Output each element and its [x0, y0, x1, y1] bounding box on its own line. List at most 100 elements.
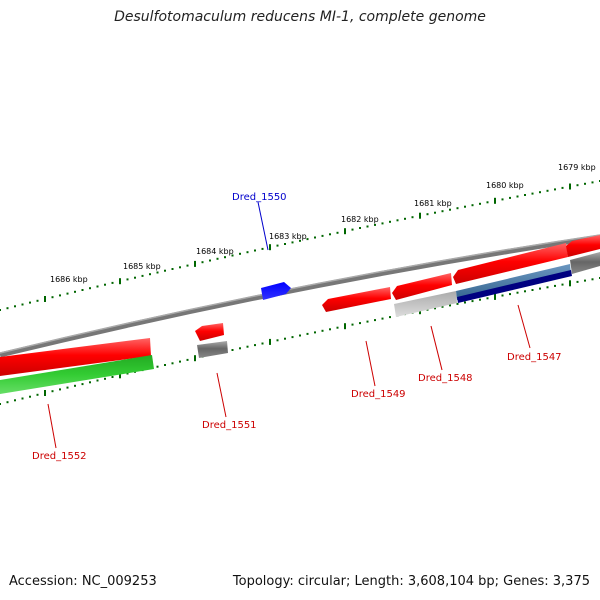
minor-tick	[411, 216, 414, 219]
minor-tick	[516, 291, 519, 294]
minor-tick	[426, 213, 429, 216]
gene-forward-dred-1548[interactable]	[392, 273, 452, 300]
minor-tick	[164, 269, 166, 272]
minor-tick	[186, 358, 189, 361]
minor-tick	[539, 287, 541, 290]
minor-tick	[21, 303, 24, 306]
minor-tick	[464, 205, 466, 208]
minor-tick	[6, 307, 9, 310]
minor-tick	[374, 223, 376, 226]
minor-tick	[239, 347, 241, 350]
minor-tick	[531, 289, 534, 291]
scale-label: 1682 kbp	[341, 215, 379, 224]
minor-tick	[246, 251, 249, 254]
minor-tick	[104, 377, 106, 380]
minor-tick	[261, 342, 264, 345]
gene-reverse-grey-small[interactable]	[197, 341, 228, 358]
leader-dred-1549	[365, 340, 376, 387]
leader-dred-1548	[430, 325, 443, 371]
minor-tick	[134, 276, 136, 279]
gene-labels: Dred_1550 Dred_1547 Dred_1548 Dred_1549 …	[32, 192, 562, 462]
minor-tick	[29, 395, 31, 398]
minor-tick	[66, 292, 69, 295]
major-tick	[44, 390, 46, 396]
gene-reverse-light[interactable]	[394, 291, 457, 317]
major-tick	[569, 183, 571, 190]
gene-reverse-green[interactable]	[0, 355, 154, 394]
leader-dred-1550	[257, 201, 269, 251]
gene-forward-dred-1552[interactable]	[0, 338, 151, 376]
label-dred-1548[interactable]: Dred_1548	[418, 373, 473, 384]
label-dred-1547[interactable]: Dred_1547	[507, 352, 562, 363]
minor-tick	[389, 220, 391, 223]
minor-tick	[231, 254, 234, 257]
gene-reverse-navy[interactable]	[457, 270, 572, 303]
minor-tick	[209, 259, 211, 262]
minor-tick	[14, 305, 16, 308]
minor-tick	[591, 278, 594, 281]
minor-tick	[111, 281, 114, 284]
scale-label: 1679 kbp	[558, 163, 596, 172]
major-tick	[119, 372, 121, 379]
minor-tick	[479, 202, 481, 205]
minor-tick	[501, 198, 504, 201]
minor-tick	[89, 381, 91, 384]
minor-tick	[126, 278, 129, 281]
gene-reverse-grey-edge[interactable]	[570, 252, 600, 274]
minor-tick	[329, 233, 331, 236]
minor-tick	[539, 191, 541, 194]
minor-tick	[561, 283, 564, 286]
scale-labels: 1686 kbp 1685 kbp 1684 kbp 1683 kbp 1682 kbp…	[50, 163, 596, 284]
scale-label: 1681 kbp	[414, 199, 452, 208]
minor-tick	[351, 323, 354, 326]
gene-forward-dred-1547[interactable]	[453, 243, 568, 284]
minor-tick	[59, 294, 61, 297]
minor-tick	[51, 296, 54, 299]
minor-tick	[554, 188, 556, 191]
scale-label: 1686 kbp	[50, 275, 88, 284]
minor-tick	[486, 201, 489, 204]
accession-text: Accession: NC_009253	[9, 574, 157, 589]
major-tick	[119, 278, 121, 285]
minor-tick	[36, 393, 39, 396]
gene-dred-1550[interactable]	[261, 282, 291, 300]
label-dred-1551[interactable]: Dred_1551	[202, 420, 257, 431]
major-tick	[194, 355, 196, 362]
minor-tick	[224, 256, 226, 259]
minor-tick	[441, 210, 444, 213]
major-tick	[344, 323, 346, 330]
minor-tick	[156, 271, 159, 274]
map-title: Desulfotomaculum reducens MI-1, complete…	[114, 9, 486, 25]
minor-tick	[524, 290, 526, 293]
label-dred-1552[interactable]: Dred_1552	[32, 451, 87, 462]
minor-tick	[66, 386, 69, 389]
minor-tick	[171, 362, 174, 365]
minor-tick	[299, 334, 301, 337]
major-tick	[344, 228, 346, 235]
major-tick	[419, 212, 421, 219]
minor-tick	[29, 301, 31, 304]
genome-backbone-highlight	[0, 234, 600, 354]
minor-tick	[239, 252, 241, 255]
gene-forward-dred-1549[interactable]	[322, 287, 391, 312]
minor-tick	[284, 337, 286, 340]
minor-tick	[336, 231, 339, 234]
minor-tick	[254, 344, 256, 347]
genome-summary-text: Topology: circular; Length: 3,608,104 bp…	[232, 574, 590, 589]
gene-forward-edge[interactable]	[566, 235, 600, 257]
minor-tick	[74, 384, 76, 387]
label-dred-1549[interactable]: Dred_1549	[351, 389, 406, 400]
leader-dred-1547	[517, 304, 531, 349]
label-dred-1550[interactable]: Dred_1550	[232, 192, 287, 203]
minor-tick	[576, 280, 579, 283]
minor-tick	[374, 319, 376, 322]
gene-forward-dred-1551[interactable]	[195, 323, 224, 341]
minor-tick	[486, 297, 489, 300]
minor-tick	[104, 283, 106, 286]
outer-scale-ticks	[0, 180, 600, 311]
minor-tick	[276, 339, 279, 342]
minor-tick	[59, 388, 61, 391]
minor-tick	[14, 399, 16, 402]
minor-tick	[351, 228, 354, 231]
